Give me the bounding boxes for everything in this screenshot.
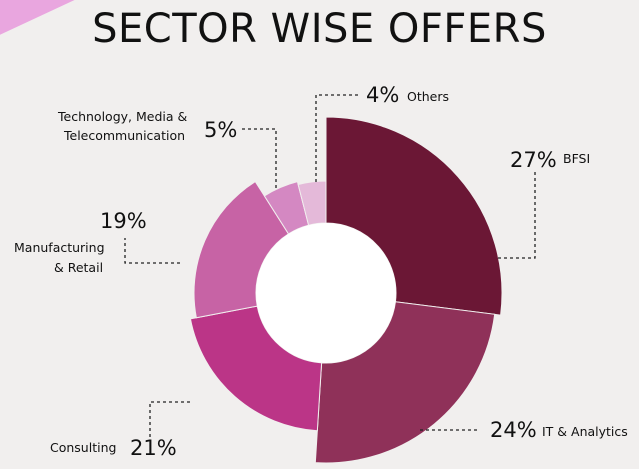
page-title: SECTOR WISE OFFERS — [92, 6, 547, 52]
label-manufacturing-line2: & Retail — [54, 260, 103, 275]
pct-tmt: 5% — [204, 118, 237, 142]
leader-line-tmt — [240, 128, 277, 188]
pct-manufacturing: 19% — [100, 209, 147, 233]
leader-line-others — [315, 94, 358, 182]
label-others: Others — [407, 89, 449, 104]
leader-line-bfsi — [498, 170, 536, 259]
pct-bfsi: 27% — [510, 148, 557, 172]
donut-hole — [256, 223, 396, 363]
leader-line-manufacturing — [124, 238, 180, 264]
label-tmt-line2: Telecommunication — [63, 128, 185, 143]
pct-others: 4% — [366, 83, 399, 107]
label-it-analytics: IT & Analytics — [542, 424, 628, 439]
label-manufacturing-line1: Manufacturing — [14, 240, 105, 255]
leader-line-consulting — [149, 401, 190, 440]
pct-consulting: 21% — [130, 436, 177, 460]
pct-it-analytics: 24% — [490, 418, 537, 442]
label-consulting: Consulting — [50, 440, 116, 455]
label-bfsi: BFSI — [563, 151, 590, 166]
label-tmt-line1: Technology, Media & — [57, 109, 187, 124]
